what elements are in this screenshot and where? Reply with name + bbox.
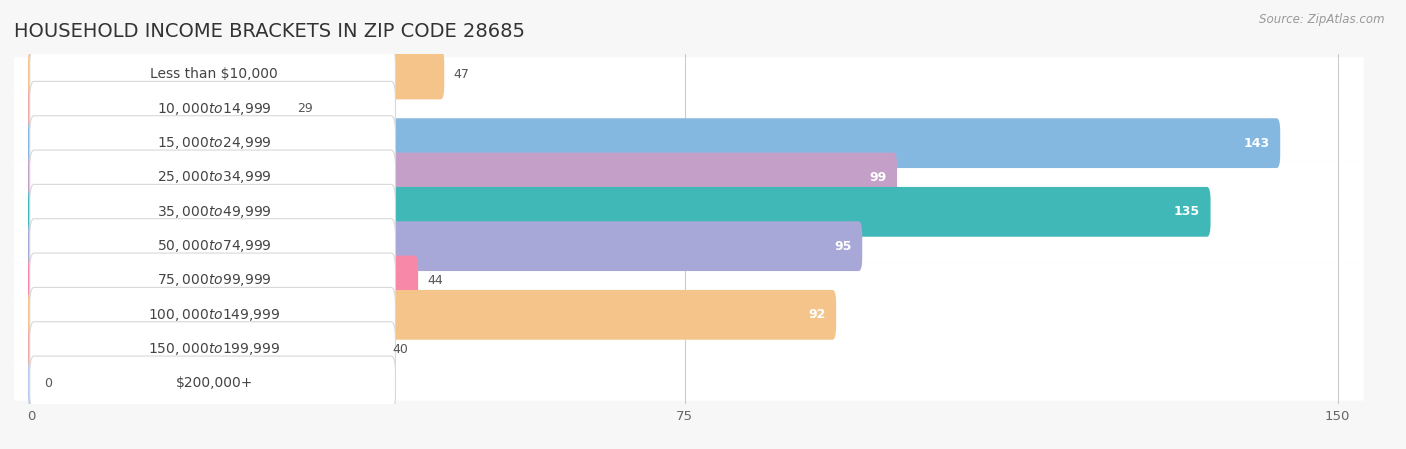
FancyBboxPatch shape	[28, 290, 837, 340]
FancyBboxPatch shape	[14, 366, 1364, 401]
Text: Source: ZipAtlas.com: Source: ZipAtlas.com	[1260, 13, 1385, 26]
FancyBboxPatch shape	[28, 153, 897, 202]
FancyBboxPatch shape	[14, 126, 1364, 160]
Text: $10,000 to $14,999: $10,000 to $14,999	[157, 101, 271, 117]
FancyBboxPatch shape	[14, 332, 1364, 366]
FancyBboxPatch shape	[30, 116, 395, 171]
FancyBboxPatch shape	[14, 229, 1364, 263]
FancyBboxPatch shape	[14, 57, 1364, 92]
FancyBboxPatch shape	[28, 49, 444, 99]
FancyBboxPatch shape	[30, 322, 395, 377]
Text: $150,000 to $199,999: $150,000 to $199,999	[148, 341, 281, 357]
FancyBboxPatch shape	[30, 356, 395, 411]
Text: $15,000 to $24,999: $15,000 to $24,999	[157, 135, 271, 151]
Text: 143: 143	[1244, 136, 1270, 150]
Text: $100,000 to $149,999: $100,000 to $149,999	[148, 307, 281, 323]
FancyBboxPatch shape	[30, 219, 395, 273]
Text: 92: 92	[808, 308, 825, 321]
Text: 0: 0	[45, 377, 52, 390]
FancyBboxPatch shape	[28, 324, 384, 374]
Text: Less than $10,000: Less than $10,000	[150, 67, 278, 81]
FancyBboxPatch shape	[28, 359, 52, 409]
Text: 47: 47	[454, 68, 470, 81]
Text: 99: 99	[869, 171, 887, 184]
FancyBboxPatch shape	[28, 221, 862, 271]
FancyBboxPatch shape	[30, 185, 395, 239]
FancyBboxPatch shape	[28, 118, 1281, 168]
FancyBboxPatch shape	[30, 287, 395, 342]
Text: HOUSEHOLD INCOME BRACKETS IN ZIP CODE 28685: HOUSEHOLD INCOME BRACKETS IN ZIP CODE 28…	[14, 22, 524, 41]
FancyBboxPatch shape	[28, 84, 287, 134]
Text: 29: 29	[297, 102, 312, 115]
FancyBboxPatch shape	[30, 47, 395, 102]
Text: $75,000 to $99,999: $75,000 to $99,999	[157, 273, 271, 289]
FancyBboxPatch shape	[14, 298, 1364, 332]
FancyBboxPatch shape	[14, 160, 1364, 195]
Text: 95: 95	[834, 240, 852, 253]
FancyBboxPatch shape	[30, 253, 395, 308]
Text: 135: 135	[1174, 205, 1201, 218]
FancyBboxPatch shape	[28, 255, 418, 305]
Text: $25,000 to $34,999: $25,000 to $34,999	[157, 169, 271, 185]
FancyBboxPatch shape	[14, 92, 1364, 126]
FancyBboxPatch shape	[30, 81, 395, 136]
FancyBboxPatch shape	[14, 195, 1364, 229]
Text: $200,000+: $200,000+	[176, 377, 253, 391]
FancyBboxPatch shape	[30, 150, 395, 205]
Text: 40: 40	[392, 343, 409, 356]
Text: 44: 44	[427, 274, 443, 287]
FancyBboxPatch shape	[14, 263, 1364, 298]
FancyBboxPatch shape	[28, 187, 1211, 237]
Text: $35,000 to $49,999: $35,000 to $49,999	[157, 204, 271, 220]
Text: $50,000 to $74,999: $50,000 to $74,999	[157, 238, 271, 254]
